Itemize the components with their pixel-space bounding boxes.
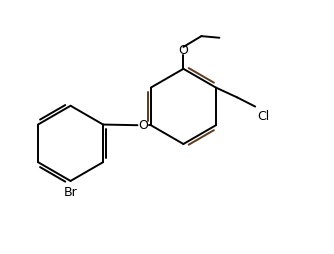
Text: Br: Br xyxy=(64,186,77,199)
Text: Cl: Cl xyxy=(257,110,269,123)
Text: O: O xyxy=(138,119,148,132)
Text: O: O xyxy=(178,44,188,57)
